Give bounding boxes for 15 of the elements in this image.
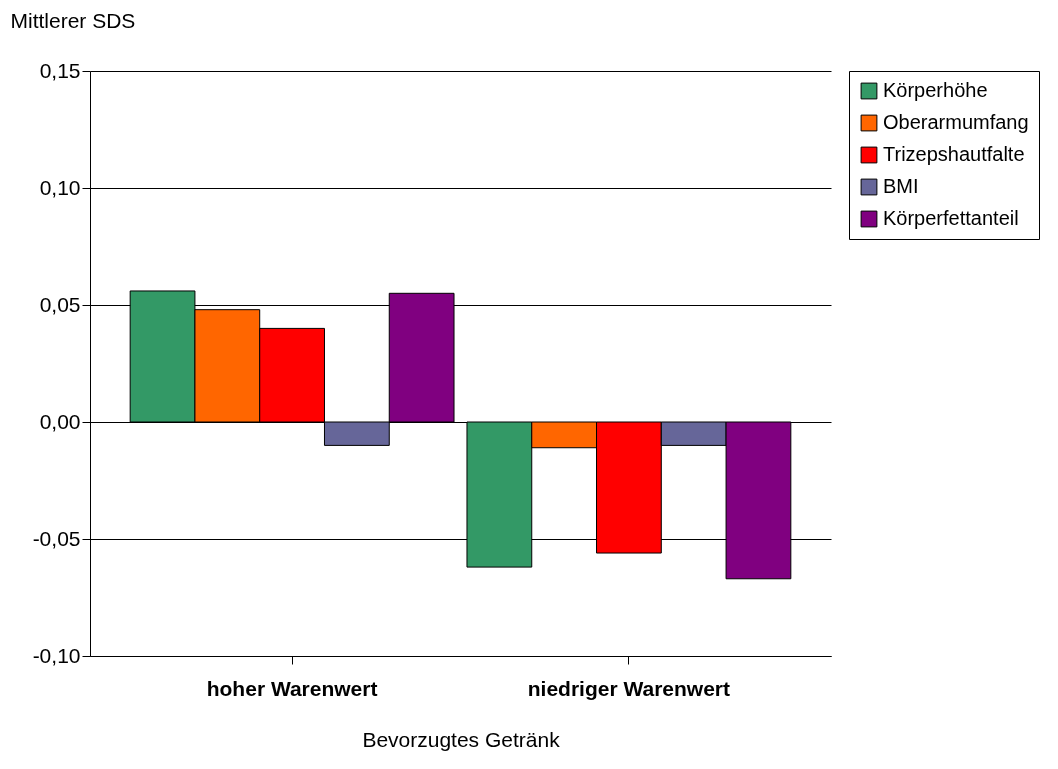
legend-label: Körperhöhe	[883, 79, 988, 101]
legend-label: Körperfettanteil	[883, 207, 1019, 229]
y-tick-label: 0,10	[39, 175, 81, 199]
x-tick-label: niedriger Warenwert	[527, 676, 731, 700]
y-tick-label: 0,00	[39, 409, 81, 433]
legend-label: Oberarmumfang	[883, 111, 1029, 133]
y-tick-label: 0,05	[39, 292, 81, 316]
y-tick-label: -0,05	[32, 526, 81, 550]
legend-label: BMI	[883, 175, 919, 197]
x-tick-label: hoher Warenwert	[206, 676, 378, 700]
y-tick-label: -0,10	[32, 643, 81, 667]
y-tick-label: 0,15	[39, 58, 81, 82]
x-axis-title: Bevorzugtes Getränk	[362, 727, 561, 751]
legend-label: Trizepshautfalte	[883, 143, 1025, 165]
y-axis-title: Mittlerer SDS	[10, 8, 136, 32]
